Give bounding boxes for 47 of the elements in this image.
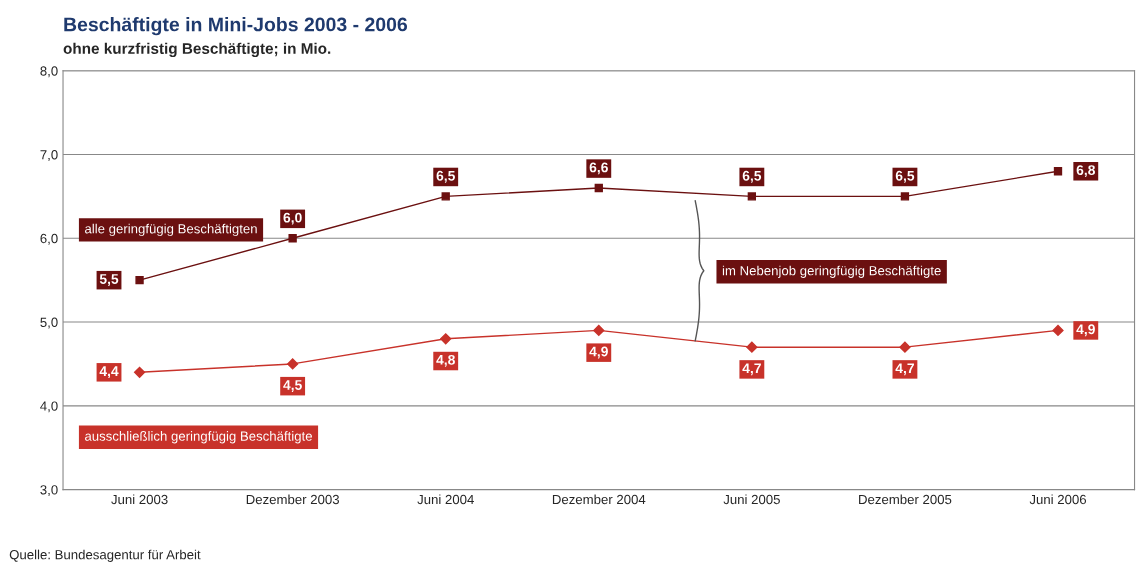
data-label: 5,5 — [99, 274, 119, 286]
point — [900, 192, 910, 201]
text: ausschließlich geringfügig Beschäftigte — [85, 431, 312, 444]
x-tick-label: Juni 2006 — [1029, 494, 1087, 505]
y-tick-label: 5,0 — [40, 317, 58, 329]
annotation: im Nebenjob geringfügig Beschäftigte — [722, 265, 941, 278]
x-tick-label: Dezember 2005 — [859, 494, 952, 505]
chart-title: Beschäftigte in Mini-Jobs 2003 - 2006 — [64, 17, 408, 36]
point — [133, 366, 146, 378]
y-tick-label: 4,0 — [40, 401, 58, 413]
point — [899, 341, 911, 353]
point — [594, 183, 603, 193]
data-label: 4,8 — [436, 354, 455, 367]
data-label: 6,5 — [895, 170, 915, 183]
y-tick-label: 7,0 — [40, 150, 58, 161]
data-label: 4,7 — [742, 363, 761, 376]
point — [288, 234, 297, 243]
data-label: 4,9 — [1076, 324, 1095, 337]
series-label: alle geringfügig Beschäftigten — [85, 223, 257, 237]
data-label: 4,9 — [589, 346, 608, 359]
y-tick-label: 3,0 — [40, 485, 58, 497]
data-label: 4,4 — [99, 366, 119, 379]
y-tick-label: 8,0 — [40, 66, 58, 78]
x-tick-label: Juni 2005 — [723, 494, 780, 505]
point — [747, 192, 757, 201]
data-label: 4,7 — [895, 363, 914, 376]
data-label: 6,5 — [436, 170, 455, 183]
data-label: 4,5 — [283, 380, 302, 392]
data-label: 6,5 — [742, 170, 762, 183]
source-note: Quelle: Bundesagentur für Arbeit — [9, 549, 201, 562]
data-label: 6,8 — [1076, 165, 1096, 178]
data-label: 6,0 — [283, 212, 302, 225]
point — [746, 341, 758, 353]
x-tick-label: Juni 2003 — [111, 494, 168, 505]
point — [1052, 324, 1064, 337]
x-tick-label: Juni 2004 — [417, 494, 474, 505]
chart-subtitle: ohne kurzfristig Beschäftigte; in Mio. — [63, 42, 331, 58]
y-tick-label: 6,0 — [40, 233, 58, 245]
point — [441, 192, 450, 201]
point — [135, 276, 144, 285]
point — [440, 333, 452, 345]
point — [1053, 167, 1063, 176]
point — [593, 324, 605, 337]
x-tick-label: Dezember 2004 — [552, 494, 646, 505]
x-tick-label: Dezember 2003 — [246, 494, 339, 505]
data-label: 6,6 — [589, 162, 608, 175]
point — [287, 358, 299, 370]
